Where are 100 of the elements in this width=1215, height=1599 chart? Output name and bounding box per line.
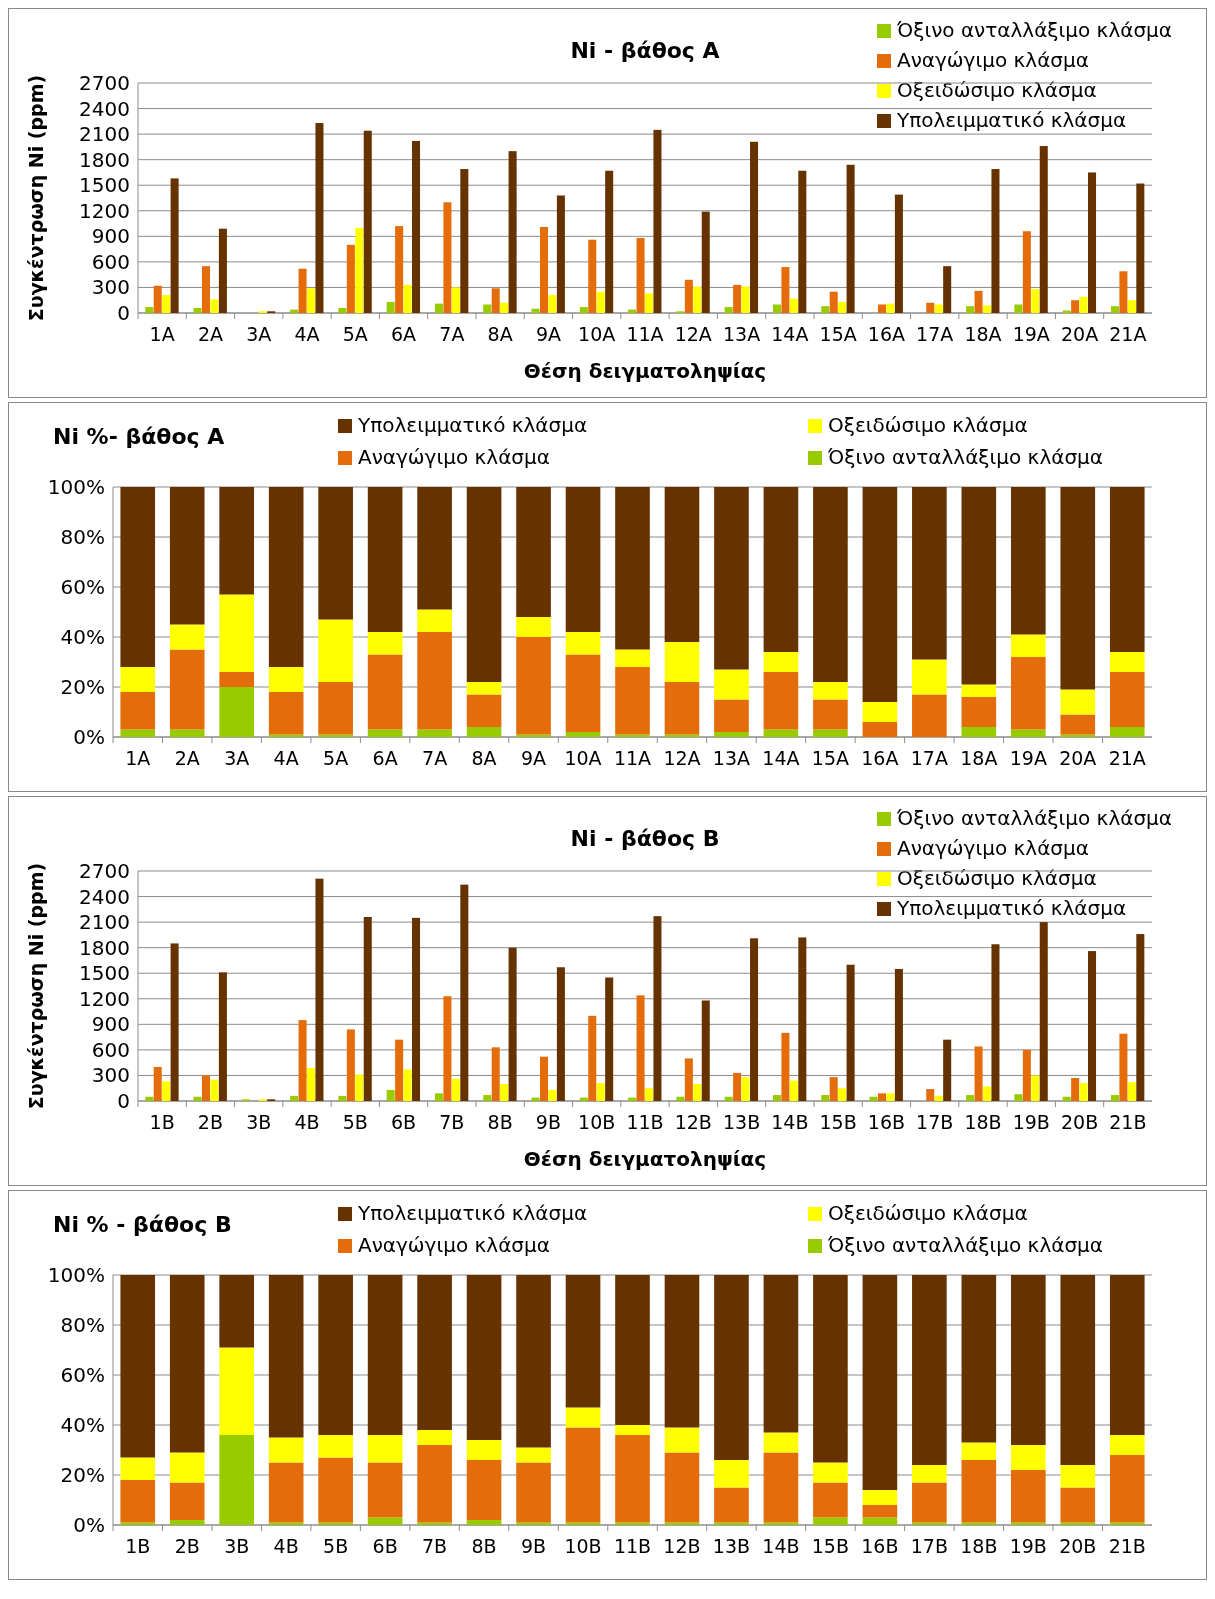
bar bbox=[412, 917, 421, 1101]
bar bbox=[741, 1077, 750, 1101]
bar bbox=[912, 1482, 947, 1523]
bar bbox=[483, 304, 492, 313]
x-tick-label: 14B bbox=[762, 1535, 800, 1557]
y-tick-label: 600 bbox=[91, 249, 130, 274]
x-tick-label: 3B bbox=[224, 1535, 250, 1557]
bar bbox=[395, 226, 404, 313]
legend-label: Οξειδώσιμο κλάσμα bbox=[828, 1201, 1028, 1225]
y-tick-label: 0 bbox=[117, 301, 130, 325]
bar bbox=[588, 239, 597, 313]
x-tick-label: 10B bbox=[578, 1111, 616, 1133]
bar bbox=[894, 968, 903, 1101]
x-tick-label: 11B bbox=[613, 1535, 652, 1557]
bar bbox=[813, 1462, 848, 1483]
x-axis-title: Θέση δειγματοληψίας bbox=[523, 359, 767, 383]
x-tick-label: 3B bbox=[246, 1111, 272, 1133]
bar bbox=[367, 632, 403, 655]
bar bbox=[565, 732, 601, 737]
bar bbox=[821, 306, 830, 313]
bar bbox=[219, 1275, 255, 1348]
bar bbox=[367, 1435, 403, 1463]
bar bbox=[210, 1079, 219, 1101]
bar bbox=[763, 1452, 799, 1523]
x-tick-label: 20A bbox=[1060, 323, 1099, 345]
y-axis-title: Συγκέντρωση Ni (ppm) bbox=[25, 74, 47, 322]
bar bbox=[565, 1427, 601, 1523]
bar bbox=[466, 694, 502, 727]
bar bbox=[615, 667, 650, 735]
bar bbox=[813, 682, 848, 700]
bar bbox=[268, 487, 304, 667]
x-tick-label: 2B bbox=[197, 1111, 223, 1133]
bar bbox=[466, 1460, 502, 1520]
bar bbox=[548, 295, 557, 313]
bar bbox=[491, 288, 500, 313]
bar bbox=[508, 151, 517, 313]
bar bbox=[268, 1437, 304, 1463]
bar bbox=[1062, 1096, 1071, 1101]
bar bbox=[219, 672, 255, 687]
legend-label: Οξειδώσιμο κλάσμα bbox=[828, 413, 1028, 437]
chart-title: Ni - βάθος Α bbox=[570, 38, 720, 63]
x-tick-label: 18A bbox=[964, 323, 1002, 345]
bar bbox=[466, 1440, 502, 1460]
bar bbox=[846, 964, 855, 1101]
bar bbox=[1010, 1445, 1046, 1470]
bar bbox=[298, 1020, 307, 1101]
bar bbox=[943, 1039, 952, 1101]
bar bbox=[1060, 1275, 1096, 1465]
bar bbox=[615, 1435, 650, 1523]
y-axis-title: Συγκέντρωση Ni (ppm) bbox=[25, 862, 47, 1110]
bar bbox=[664, 1275, 700, 1428]
bar bbox=[684, 279, 693, 313]
bar bbox=[367, 487, 403, 632]
bar bbox=[556, 195, 565, 313]
x-tick-label: 19A bbox=[1009, 747, 1047, 769]
legend-label: Όξινο ανταλλάξιμο κλάσμα bbox=[827, 1233, 1103, 1257]
bar bbox=[943, 266, 952, 313]
bar bbox=[605, 977, 614, 1101]
bar bbox=[1109, 727, 1145, 737]
x-tick-label: 6A bbox=[372, 747, 398, 769]
x-tick-label: 20A bbox=[1059, 747, 1097, 769]
y-tick-label: 2100 bbox=[79, 910, 130, 935]
bar bbox=[829, 1077, 838, 1101]
bar bbox=[750, 141, 759, 313]
bar bbox=[862, 1517, 898, 1525]
y-tick-label: 1800 bbox=[79, 147, 130, 172]
bar bbox=[120, 692, 156, 730]
legend-label: Οξειδώσιμο κλάσμα bbox=[897, 78, 1097, 102]
bar bbox=[684, 1058, 693, 1101]
bar bbox=[417, 729, 452, 737]
x-tick-label: 6B bbox=[372, 1535, 398, 1557]
bar bbox=[813, 487, 848, 682]
bar bbox=[363, 130, 372, 313]
x-tick-label: 7B bbox=[422, 1535, 448, 1557]
bar bbox=[318, 487, 353, 620]
bar bbox=[862, 487, 898, 702]
bar bbox=[218, 228, 227, 313]
bar bbox=[714, 487, 749, 670]
x-tick-label: 10A bbox=[564, 747, 602, 769]
bar bbox=[417, 487, 452, 610]
bar bbox=[701, 211, 710, 313]
x-tick-label: 3A bbox=[246, 323, 272, 345]
bar bbox=[466, 727, 502, 737]
bar bbox=[548, 1089, 557, 1101]
x-tick-label: 8A bbox=[487, 323, 513, 345]
bar bbox=[912, 659, 947, 695]
bar bbox=[338, 307, 347, 313]
bar bbox=[615, 1425, 650, 1435]
bar bbox=[961, 1275, 997, 1443]
bar bbox=[664, 682, 700, 735]
bar bbox=[605, 170, 614, 313]
bar bbox=[763, 1275, 799, 1433]
bar bbox=[169, 487, 205, 625]
bar bbox=[961, 697, 997, 727]
bar bbox=[846, 164, 855, 313]
y-tick-label: 0 bbox=[117, 1089, 130, 1113]
y-tick-label: 1200 bbox=[79, 198, 130, 223]
bar bbox=[1010, 487, 1046, 635]
y-tick-label: 300 bbox=[91, 1063, 130, 1088]
x-tick-label: 11A bbox=[626, 323, 664, 345]
